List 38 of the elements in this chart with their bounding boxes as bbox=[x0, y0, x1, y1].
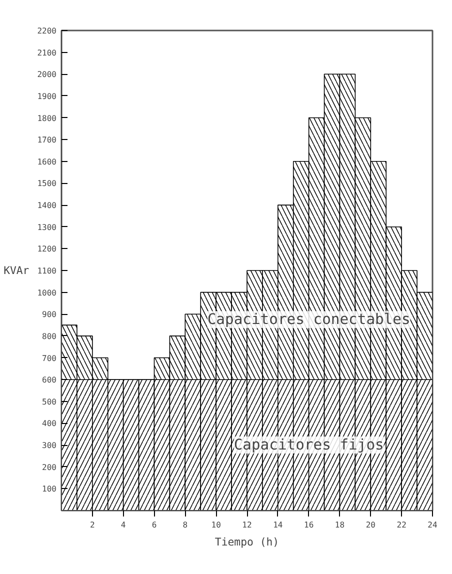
y-tick-label: 300 bbox=[42, 441, 57, 450]
y-tick-label: 600 bbox=[42, 376, 57, 385]
x-tick-label: 18 bbox=[334, 520, 345, 530]
y-tick-label: 2100 bbox=[37, 48, 57, 58]
y-tick-label: 1300 bbox=[37, 222, 57, 232]
y-tick-label: 1400 bbox=[37, 201, 57, 210]
x-tick-label: 14 bbox=[273, 520, 283, 530]
y-tick-label: 2000 bbox=[37, 70, 57, 80]
y-tick-label: 700 bbox=[42, 354, 57, 363]
y-tick-label: 1100 bbox=[37, 266, 57, 276]
x-tick-label: 2 bbox=[90, 520, 96, 530]
y-tick-label: 400 bbox=[42, 419, 57, 428]
y-tick-label: 1900 bbox=[37, 92, 57, 101]
y-tick-label: 1700 bbox=[37, 136, 57, 145]
x-tick-label: 4 bbox=[120, 520, 126, 530]
x-tick-label: 12 bbox=[242, 520, 252, 530]
x-axis-title: Tiempo (h) bbox=[214, 536, 280, 548]
x-tick-label: 10 bbox=[211, 520, 222, 530]
y-tick-label: 1600 bbox=[37, 157, 57, 166]
y-tick-label: 800 bbox=[42, 332, 57, 341]
y-tick-label: 1500 bbox=[37, 179, 57, 188]
series-label: Capacitores conectables bbox=[207, 311, 410, 328]
x-tick-label: 24 bbox=[428, 520, 438, 530]
y-tick-label: 2200 bbox=[37, 26, 57, 36]
y-tick-label: 100 bbox=[42, 484, 57, 494]
series-label: Capacitores fijos bbox=[234, 436, 384, 454]
x-tick-label: 20 bbox=[366, 520, 376, 530]
x-tick-label: 16 bbox=[304, 520, 314, 530]
y-tick-label: 900 bbox=[42, 310, 57, 320]
x-tick-label: 22 bbox=[396, 520, 407, 530]
y-tick-label: 1800 bbox=[37, 114, 57, 123]
y-tick-label: 1200 bbox=[37, 244, 57, 254]
y-tick-label: 500 bbox=[42, 397, 57, 406]
y-tick-label: 1000 bbox=[37, 288, 57, 298]
y-tick-label: 200 bbox=[42, 462, 57, 472]
y-axis-title: KVAr bbox=[4, 264, 30, 277]
x-tick-label: 6 bbox=[152, 520, 157, 530]
x-tick-label: 8 bbox=[182, 520, 188, 530]
